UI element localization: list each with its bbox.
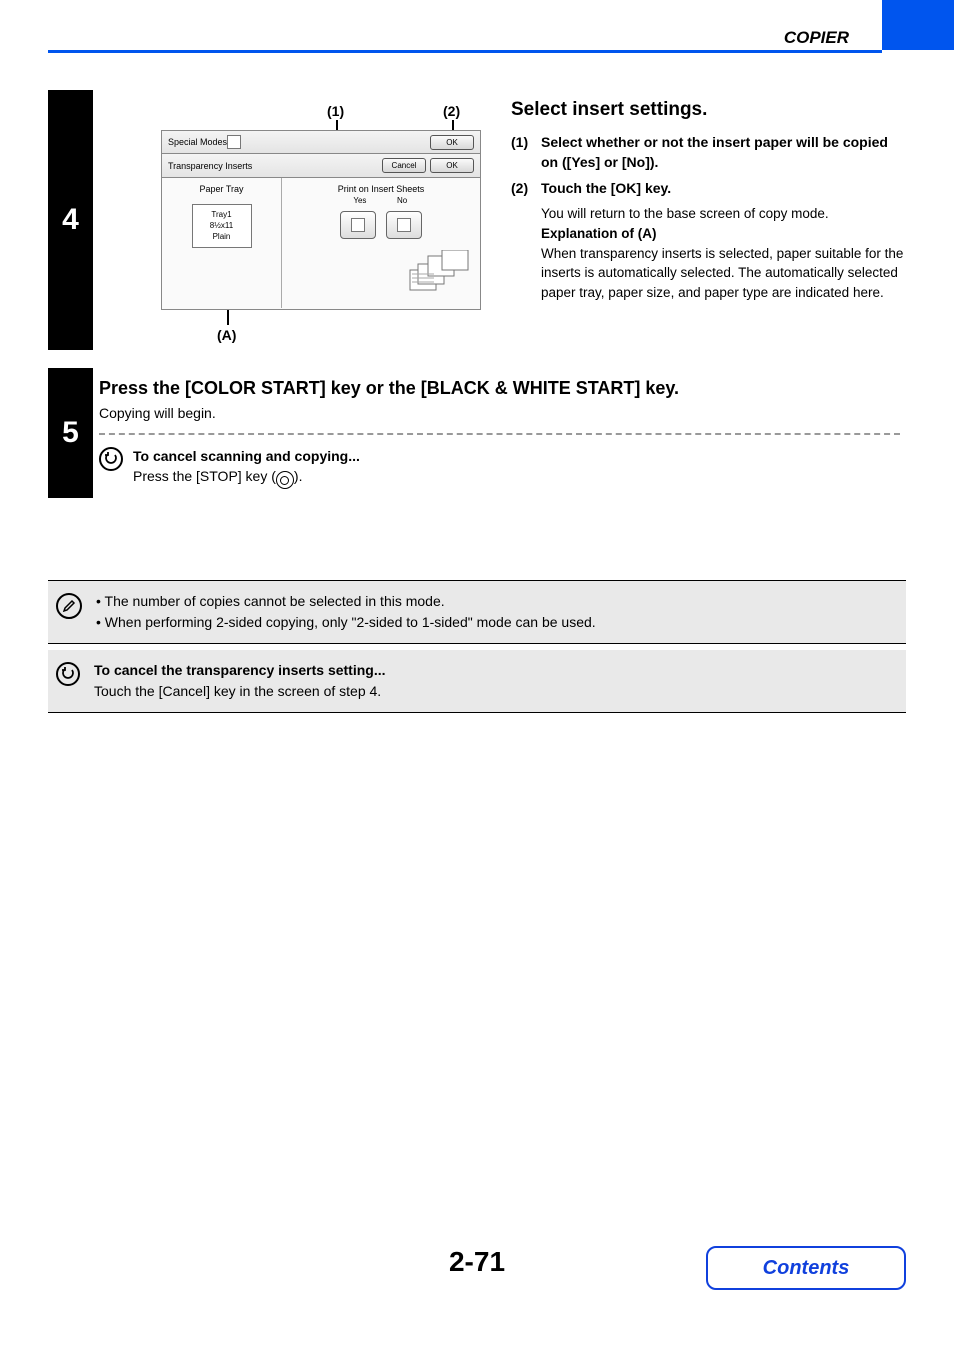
tray-type: Plain: [195, 231, 249, 242]
cancel-note: To cancel scanning and copying... Press …: [99, 447, 900, 489]
step-number: 4: [48, 90, 93, 350]
item2-num: (2): [511, 178, 541, 198]
stop-key-icon: [276, 471, 294, 489]
contents-button[interactable]: Contents: [706, 1246, 906, 1290]
copier-screen: Special Modes OK Transparency Inserts Ca…: [161, 130, 481, 310]
divider: [99, 433, 900, 435]
page-header: COPIER: [0, 0, 954, 58]
callout-2: (2): [443, 103, 460, 119]
item1-num: (1): [511, 132, 541, 173]
step-number: 5: [48, 368, 93, 498]
transparency-mode-icon: [227, 135, 241, 149]
special-modes-label: Special Modes: [168, 137, 227, 147]
print-insert-label: Print on Insert Sheets: [282, 184, 480, 194]
tray-name: Tray1: [195, 209, 249, 220]
note-1: • The number of copies cannot be selecte…: [48, 580, 906, 644]
step5-text: Copying will begin.: [99, 405, 900, 421]
tray-info[interactable]: Tray1 8½x11 Plain: [192, 204, 252, 248]
tray-size: 8½x11: [195, 220, 249, 231]
note2-text: Touch the [Cancel] key in the screen of …: [94, 681, 386, 702]
note2-bold: To cancel the transparency inserts setti…: [94, 660, 386, 681]
sub-line2: When transparency inserts is selected, p…: [541, 244, 906, 303]
cancel-button[interactable]: Cancel: [382, 158, 426, 173]
sub-bold: Explanation of (A): [541, 224, 906, 244]
transparency-inserts-label: Transparency Inserts: [168, 161, 252, 171]
note1-bullet1: • The number of copies cannot be selecte…: [96, 591, 596, 612]
step4-heading: Select insert settings.: [511, 96, 906, 124]
yes-label: Yes: [340, 196, 380, 205]
ok-top-button[interactable]: OK: [430, 135, 474, 150]
cancel-text: Press the [STOP] key ().: [133, 467, 360, 490]
callout-a: (A): [217, 327, 236, 343]
yes-button[interactable]: [340, 211, 376, 239]
item1-text: Select whether or not the insert paper w…: [541, 132, 906, 173]
no-label: No: [382, 196, 422, 205]
paper-stack-icon: [408, 250, 470, 294]
step-number-text: 5: [62, 416, 79, 450]
edge-tab: [882, 0, 954, 50]
sheet-no-icon: [397, 218, 411, 232]
sheet-yes-icon: [351, 218, 365, 232]
note1-bullet2: • When performing 2-sided copying, only …: [96, 612, 596, 633]
main-content: 4 (1) (2) (A) Special Modes OK: [48, 90, 906, 503]
sub-line1: You will return to the base screen of co…: [541, 204, 906, 224]
section-title: COPIER: [784, 28, 849, 48]
notes-section: • The number of copies cannot be selecte…: [48, 580, 906, 713]
item2-text: Touch the [OK] key.: [541, 178, 671, 198]
step-number-text: 4: [62, 203, 79, 237]
step-4: 4 (1) (2) (A) Special Modes OK: [48, 90, 906, 350]
no-button[interactable]: [386, 211, 422, 239]
step5-heading: Press the [COLOR START] key or the [BLAC…: [99, 378, 900, 399]
cancel-bold: To cancel scanning and copying...: [133, 447, 360, 467]
ok-button[interactable]: OK: [430, 158, 474, 173]
step4-instructions: Select insert settings. (1) Select wheth…: [511, 90, 906, 350]
step-5: 5 Press the [COLOR START] key or the [BL…: [48, 368, 906, 503]
paper-tray-label: Paper Tray: [162, 184, 281, 194]
note-2: To cancel the transparency inserts setti…: [48, 650, 906, 713]
return-icon: [99, 447, 123, 471]
header-rule: [48, 50, 882, 53]
callout-1: (1): [327, 103, 344, 119]
return-icon: [56, 662, 80, 686]
step4-figure: (1) (2) (A) Special Modes OK: [101, 90, 511, 350]
pencil-icon: [56, 593, 82, 619]
